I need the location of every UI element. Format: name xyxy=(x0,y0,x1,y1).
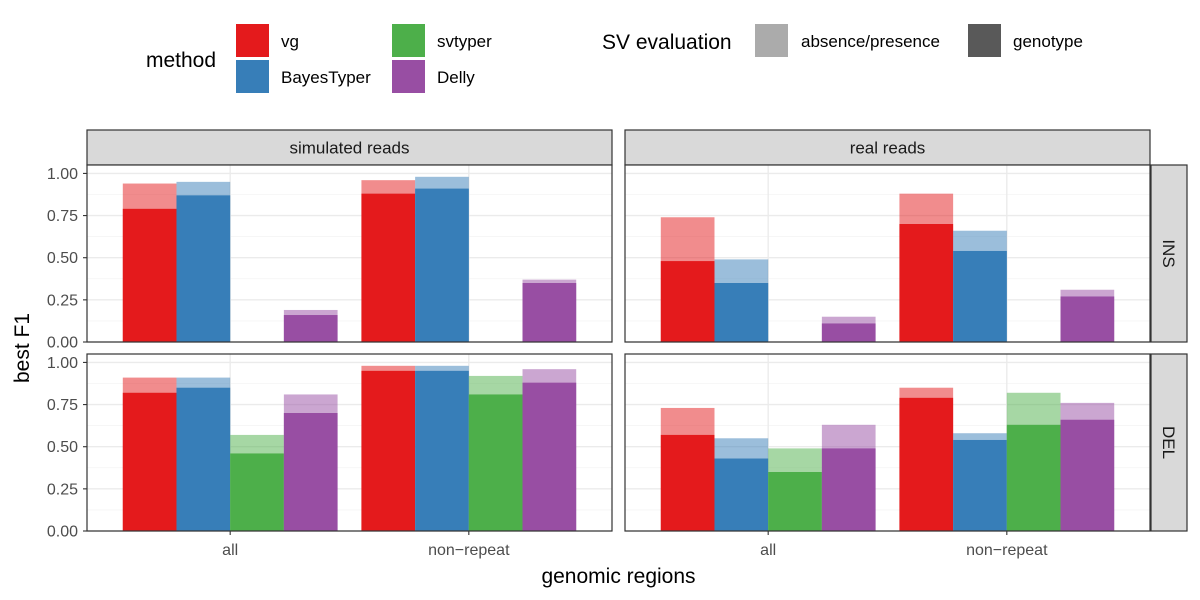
y-axis-title: best F1 xyxy=(11,313,34,383)
x-axis-title: genomic regions xyxy=(541,565,695,588)
panels xyxy=(86,164,1151,532)
panel-simulated-reads-ins xyxy=(86,164,613,343)
y-tick-label: 1.00 xyxy=(47,355,78,372)
legend-swatch-svtyper xyxy=(392,24,425,57)
bar-genotype-vg-all xyxy=(660,261,715,342)
legend-eval-title: SV evaluation xyxy=(602,31,732,54)
bar-genotype-bayestyper-non-repeat xyxy=(953,439,1007,531)
strip-label-ins: INS xyxy=(1159,239,1178,267)
strip-row-ins xyxy=(1150,164,1188,343)
legend-label-genotype: genotype xyxy=(1013,32,1083,51)
y-tick-label: 0.75 xyxy=(47,397,78,414)
panel-simulated-reads-del xyxy=(86,353,613,532)
bar-genotype-vg-all xyxy=(122,392,177,531)
strip-label-del: DEL xyxy=(1159,426,1178,459)
bar-genotype-bayestyper-non-repeat xyxy=(953,250,1007,342)
legend-label-bayestyper: BayesTyper xyxy=(281,68,371,87)
panel-border xyxy=(624,353,1151,532)
legend-method-title: method xyxy=(146,49,216,72)
bar-genotype-bayestyper-non-repeat xyxy=(415,188,469,342)
bar-genotype-delly-non-repeat xyxy=(1060,419,1115,531)
bar-genotype-bayestyper-all xyxy=(714,283,769,342)
strip-label-simulated-reads: simulated reads xyxy=(289,139,409,158)
bar-genotype-delly-all xyxy=(283,315,338,342)
bar-genotype-svtyper-non-repeat xyxy=(1006,424,1061,531)
strip-col-simulated xyxy=(86,129,613,166)
strip-row-del xyxy=(1150,353,1188,532)
bar-genotype-svtyper-all xyxy=(230,453,284,531)
x-axes: all non−repeat all non−repeat xyxy=(222,531,1048,559)
x-tick-label-all: all xyxy=(222,542,238,559)
y-tick-label: 0.50 xyxy=(47,250,78,267)
bar-genotype-bayestyper-all xyxy=(176,195,231,342)
bar-genotype-vg-all xyxy=(660,434,715,531)
legend-swatch-bayestyper xyxy=(236,60,269,93)
y-tick-label: 1.00 xyxy=(47,166,78,183)
panel-real-reads-del xyxy=(624,353,1151,532)
bar-genotype-delly-all xyxy=(821,448,876,531)
legend-swatch-delly xyxy=(392,60,425,93)
legend-swatch-genotype xyxy=(968,24,1001,57)
bar-genotype-delly-all xyxy=(283,413,338,531)
bar-genotype-bayestyper-all xyxy=(176,387,231,531)
x-tick-label-non-repeat: non−repeat xyxy=(966,542,1048,559)
legend: method vg BayesTyper svtyper Delly SV ev… xyxy=(146,24,1083,93)
facet-strips: simulated reads real reads INS DEL xyxy=(86,129,1188,532)
bar-genotype-delly-non-repeat xyxy=(522,283,577,342)
panel-border xyxy=(86,353,613,532)
legend-label-vg: vg xyxy=(281,32,299,51)
legend-label-delly: Delly xyxy=(437,68,475,87)
panel-real-reads-ins xyxy=(624,164,1151,343)
bar-genotype-delly-non-repeat xyxy=(522,382,577,531)
strip-label-real-reads: real reads xyxy=(850,139,926,158)
bar-genotype-vg-non-repeat xyxy=(361,370,416,531)
panel-border xyxy=(624,164,1151,343)
y-tick-label: 0.50 xyxy=(47,439,78,456)
legend-label-absence-presence: absence/presence xyxy=(801,32,940,51)
bar-genotype-vg-non-repeat xyxy=(361,193,416,342)
bar-genotype-vg-all xyxy=(122,208,177,342)
bar-genotype-vg-non-repeat xyxy=(899,224,954,342)
legend-label-svtyper: svtyper xyxy=(437,32,492,51)
bar-genotype-bayestyper-all xyxy=(714,458,769,531)
bar-genotype-svtyper-non-repeat xyxy=(468,394,523,531)
x-tick-label-non-repeat: non−repeat xyxy=(428,542,510,559)
bar-genotype-svtyper-all xyxy=(768,472,822,531)
bar-genotype-delly-non-repeat xyxy=(1060,296,1115,342)
x-tick-label-all: all xyxy=(760,542,776,559)
legend-swatch-absence-presence xyxy=(755,24,788,57)
y-tick-label: 0.25 xyxy=(47,481,78,498)
y-tick-label: 0.75 xyxy=(47,208,78,225)
panel-border xyxy=(86,164,613,343)
legend-swatch-vg xyxy=(236,24,269,57)
y-axes: 0.00 0.25 0.50 0.75 1.00 0.00 0.25 0.50 0.75 1.00 xyxy=(47,166,87,541)
y-tick-label: 0.00 xyxy=(47,335,78,352)
bar-genotype-vg-non-repeat xyxy=(899,397,954,531)
bar-genotype-delly-all xyxy=(821,323,876,342)
y-tick-label: 0.25 xyxy=(47,292,78,309)
bar-genotype-bayestyper-non-repeat xyxy=(415,370,469,531)
y-tick-label: 0.00 xyxy=(47,524,78,541)
